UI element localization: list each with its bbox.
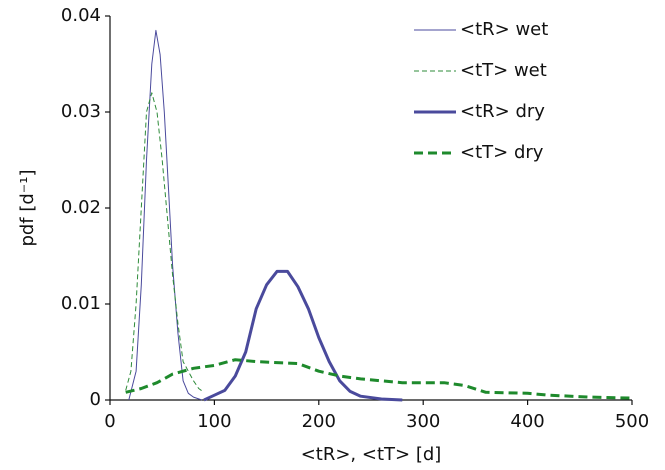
x-tick-label: 300 <box>406 411 440 432</box>
y-tick-label: 0.04 <box>61 5 101 26</box>
legend-label: <tR> wet <box>460 19 548 40</box>
legend-label: <tT> dry <box>460 142 544 163</box>
y-tick-label: 0 <box>90 389 101 410</box>
series-line <box>128 29 203 401</box>
x-tick-label: 0 <box>104 411 115 432</box>
x-axis-label: <tR>, <tT> [d] <box>301 444 442 465</box>
y-axis-label: pdf [d⁻¹] <box>17 169 38 246</box>
y-tick-label: 0.01 <box>61 293 101 314</box>
y-tick-label: 0.03 <box>61 101 101 122</box>
y-tick-label: 0.02 <box>61 197 101 218</box>
legend-label: <tR> dry <box>460 101 545 122</box>
x-tick-label: 500 <box>615 411 649 432</box>
x-tick-label: 100 <box>197 411 231 432</box>
x-tick-label: 200 <box>302 411 336 432</box>
x-tick-label: 400 <box>510 411 544 432</box>
series-line <box>125 358 633 400</box>
series-line <box>203 269 403 402</box>
legend-label: <tT> wet <box>460 60 547 81</box>
series-line <box>125 92 205 393</box>
